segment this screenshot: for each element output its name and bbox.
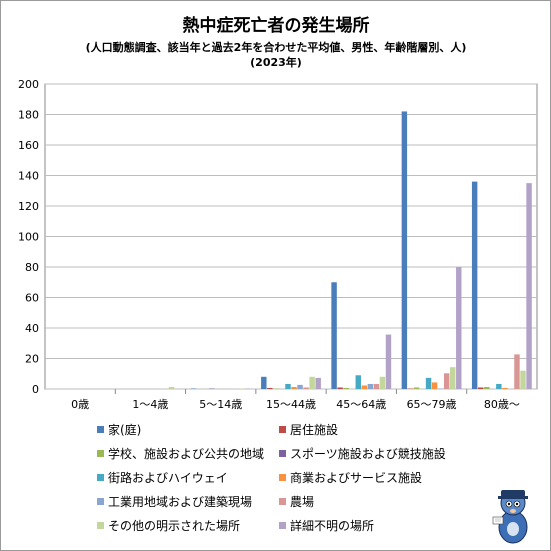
bar [471,181,478,389]
x-tick-label: 1～4歳 [132,398,168,411]
legend-label: スポーツ施設および競技施設 [290,446,446,461]
legend-swatch [279,474,286,481]
legend-swatch [279,498,286,505]
legend-label: 農場 [290,495,314,509]
bar [514,354,520,389]
bar [443,373,450,389]
bar [477,387,484,389]
y-tick-label: 120 [18,200,39,213]
chart-year: (2023年) [250,55,302,69]
bar [413,387,420,389]
x-tick-label: 0歳 [71,398,89,411]
bar [526,183,532,389]
bar [379,376,386,389]
legend-label: 街路およびハイウェイ [108,470,228,485]
y-tick-label: 80 [25,261,39,274]
legend-swatch [97,522,104,529]
legend-swatch [97,498,104,505]
chart-title: 熱中症死亡者の発生場所 [183,15,370,36]
bar [385,334,392,389]
x-tick-label: 15～44歳 [266,398,316,411]
y-tick-label: 180 [18,109,39,122]
bar [361,385,368,389]
bar [456,267,462,389]
legend-label: 詳細不明の場所 [290,518,374,533]
y-tick-label: 100 [18,231,39,244]
y-tick-label: 60 [25,292,39,305]
bar [520,370,526,389]
legend-swatch [97,426,104,433]
legend-swatch [279,522,286,529]
x-tick-label: 80歳～ [484,398,520,411]
y-tick-label: 20 [25,353,39,366]
legend-swatch [97,450,104,457]
legend-swatch [97,474,104,481]
bar [484,387,490,389]
legend-label: 工業用地域および建築現場 [108,494,252,509]
x-tick-label: 45～64歳 [336,398,386,411]
bar [367,383,374,389]
bar [450,367,456,389]
bar [502,387,508,389]
bar [297,384,303,389]
bar [303,387,309,389]
bar [343,387,349,389]
legend-label: 家(庭) [108,422,141,437]
bar [168,387,175,389]
bar [431,382,438,389]
bar [425,377,432,389]
bar [331,282,337,389]
bar [401,111,408,389]
legend-label: 商業およびサービス施設 [290,470,422,485]
bar [315,377,321,389]
y-tick-label: 40 [25,322,39,335]
bar [373,383,380,389]
y-tick-label: 0 [32,383,39,396]
legend-label: 居住施設 [290,422,338,437]
bar [496,383,502,389]
x-tick-label: 65～79歳 [407,398,457,411]
bar [355,375,361,389]
x-tick-label: 5～14歳 [199,398,242,411]
legend-swatch [279,450,286,457]
bar [261,376,267,389]
bar [337,387,343,389]
mascot-illustration [492,490,528,544]
y-tick-label: 140 [18,170,39,183]
axis-layer: 0 20 40 60 80 100 120 140 160 180 200 0歳 1～4歳 5～14歳 15… [18,78,520,411]
y-tick-label: 160 [18,139,39,152]
legend-swatch [279,426,286,433]
y-tick-label: 200 [18,78,39,91]
bar [267,387,273,389]
bar [291,387,297,389]
legend-label: 学校、施設および公共の地域 [108,446,264,461]
bars-layer [168,111,532,389]
grid-layer [44,83,538,390]
legend-label: その他の明示された場所 [108,519,240,533]
chart-subtitle: (人口動態調査、該当年と過去2年を合わせた平均値、男性、年齢階層別、人) [86,40,467,54]
bar [309,376,315,389]
bar [285,383,291,389]
